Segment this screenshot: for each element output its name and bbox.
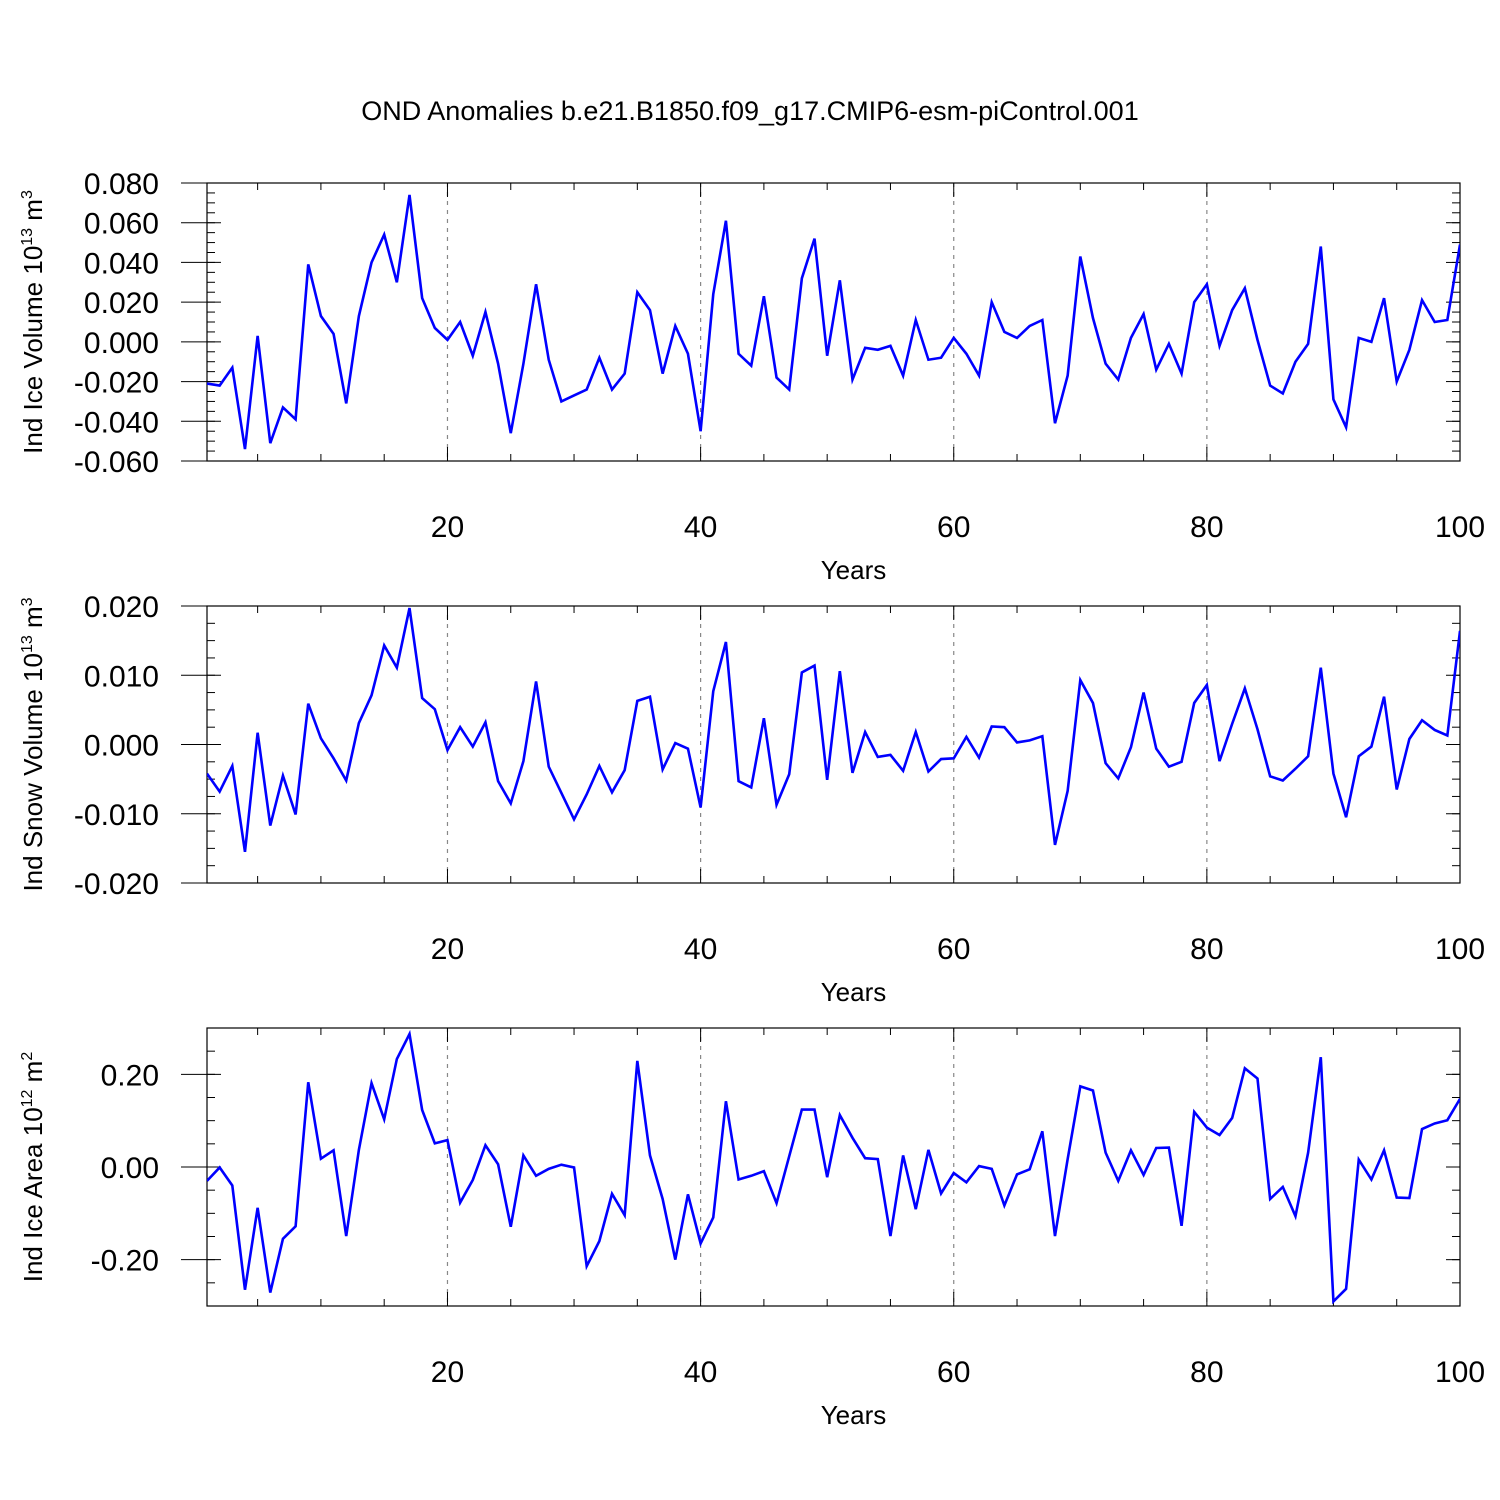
x-tick-label: 80 bbox=[1190, 1356, 1223, 1389]
x-tick-label: 40 bbox=[684, 511, 717, 544]
series-line bbox=[207, 194, 1460, 450]
y-axis-label: Ind Ice Volume 1013 m3 bbox=[18, 190, 48, 454]
y-tick-label: 0.20 bbox=[101, 1059, 159, 1092]
series-line bbox=[207, 1029, 1460, 1305]
x-tick-label: 100 bbox=[1435, 1356, 1485, 1389]
x-tick-label: 100 bbox=[1435, 511, 1485, 544]
x-tick-label: 80 bbox=[1190, 511, 1223, 544]
panels: -0.060 -0.040 -0.020 0.000 0.020 0.040 0.060 0.… bbox=[18, 168, 1485, 1430]
y-tick-label: -0.020 bbox=[74, 367, 159, 400]
series-points bbox=[206, 194, 1461, 450]
x-axis-label: Years bbox=[821, 977, 887, 1007]
series-points bbox=[206, 607, 1461, 852]
y-tick-label: 0.00 bbox=[101, 1152, 159, 1185]
y-tick-label: -0.20 bbox=[91, 1245, 159, 1278]
plot-frame bbox=[206, 605, 1461, 884]
figure-title: OND Anomalies b.e21.B1850.f09_g17.CMIP6-… bbox=[361, 96, 1138, 126]
x-tick-label: 60 bbox=[937, 511, 970, 544]
y-tick-label: -0.010 bbox=[74, 799, 159, 832]
panel-1: -0.060 -0.040 -0.020 0.000 0.020 0.040 0.060 0.… bbox=[18, 168, 1485, 585]
y-axis-label: Ind Snow Volume 1013 m3 bbox=[18, 597, 48, 891]
y-tick-label: -0.020 bbox=[74, 868, 159, 901]
y-tick-label: 0.080 bbox=[84, 168, 159, 201]
y-tick-label: -0.060 bbox=[74, 446, 159, 479]
panel-2: -0.020 -0.010 0.000 0.010 0.020 20 40 60 80 100 Ye… bbox=[18, 591, 1485, 1007]
y-axis-label: Ind Ice Area 1012 m2 bbox=[18, 1052, 48, 1283]
y-tick-label: 0.020 bbox=[84, 591, 159, 624]
series-points bbox=[206, 1033, 1461, 1302]
plot-frame bbox=[206, 182, 1461, 462]
y-tick-label: -0.040 bbox=[74, 406, 159, 439]
x-tick-label: 80 bbox=[1190, 933, 1223, 966]
panel-3: -0.20 0.00 0.20 20 40 60 80 100 Years Ind Ice Are… bbox=[18, 1027, 1485, 1430]
x-tick-label: 20 bbox=[431, 511, 464, 544]
x-tick-label: 60 bbox=[937, 933, 970, 966]
x-tick-label: 40 bbox=[684, 933, 717, 966]
x-tick-label: 20 bbox=[431, 1356, 464, 1389]
x-tick-label: 60 bbox=[937, 1356, 970, 1389]
y-tick-label: 0.000 bbox=[84, 327, 159, 360]
y-tick-label: 0.040 bbox=[84, 247, 159, 280]
y-tick-label: 0.060 bbox=[84, 208, 159, 241]
y-tick-label: 0.000 bbox=[84, 730, 159, 763]
plot-frame bbox=[206, 1027, 1461, 1307]
x-tick-label: 20 bbox=[431, 933, 464, 966]
x-axis-label: Years bbox=[821, 555, 887, 585]
x-tick-label: 100 bbox=[1435, 933, 1485, 966]
y-tick-label: 0.010 bbox=[84, 660, 159, 693]
x-tick-label: 40 bbox=[684, 1356, 717, 1389]
series-line bbox=[207, 607, 1460, 853]
y-tick-label: 0.020 bbox=[84, 287, 159, 320]
x-axis-label: Years bbox=[821, 1400, 887, 1430]
